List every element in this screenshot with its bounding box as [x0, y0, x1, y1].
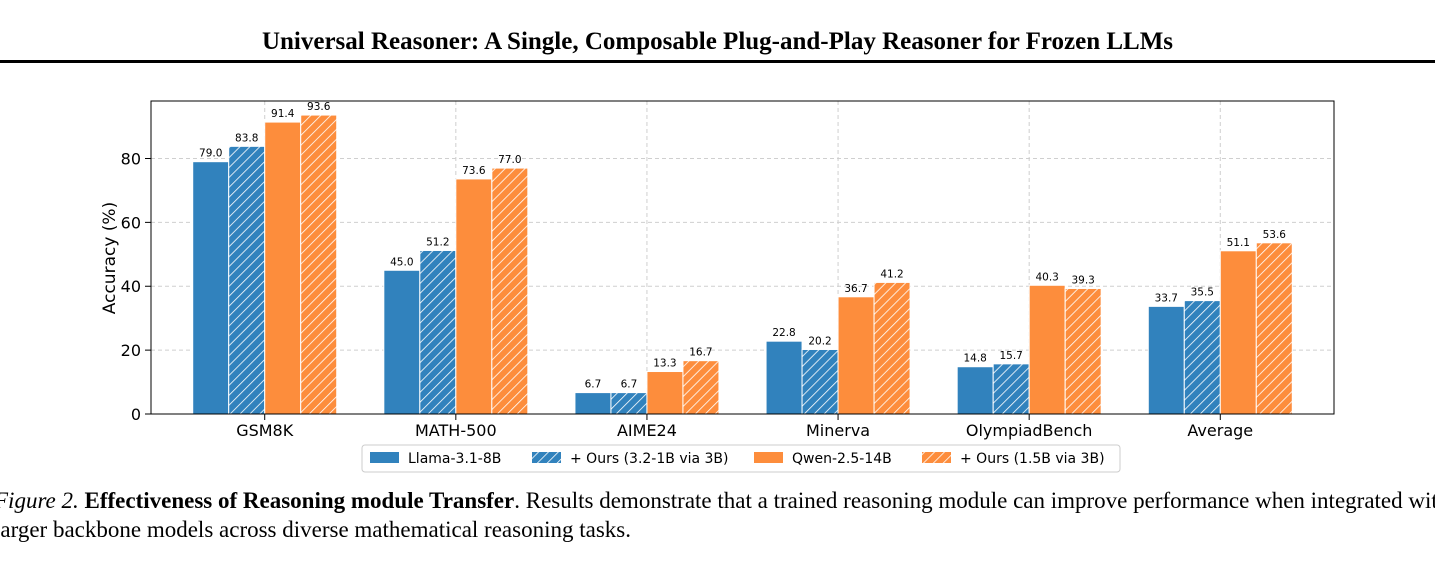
bar-aime24-series-0: [574, 392, 612, 415]
bar-gsm8k-series-3: [300, 114, 338, 415]
bar-average-series-3: [1255, 242, 1293, 415]
bar-value-label: 51.1: [1227, 237, 1250, 249]
bar-value-label: 15.7: [999, 350, 1022, 362]
bar-value-label: 45.0: [390, 256, 413, 268]
bar-value-label: 6.7: [621, 379, 638, 391]
legend-label-llama: Llama-3.1-8B: [408, 451, 501, 467]
bar-math-500-series-0: [383, 269, 421, 415]
bar-gsm8k-series-2: [264, 121, 302, 415]
bar-value-label: 40.3: [1035, 271, 1058, 283]
bar-value-label: 36.7: [844, 283, 867, 295]
bar-value-label: 35.5: [1191, 287, 1214, 299]
bar-value-label: 22.8: [772, 327, 795, 339]
x-tick-label: Minerva: [806, 421, 870, 440]
bar-value-label: 39.3: [1071, 274, 1094, 286]
legend-swatch-qwen: [754, 452, 783, 463]
y-tick-label: 0: [131, 405, 141, 424]
bar-minerva-series-1: [801, 348, 839, 415]
bar-value-label: 41.2: [880, 268, 903, 280]
bars: 79.0 83.8 91.4 93.6 45.0 51.2 73.6 77.0 6.7 6.7 13…: [192, 101, 1293, 415]
bar-value-label: 6.7: [585, 379, 602, 391]
bar-value-label: 93.6: [307, 101, 331, 113]
bar-aime24-series-3: [682, 360, 720, 415]
bar-math-500-series-2: [455, 178, 493, 415]
bar-value-label: 53.6: [1263, 229, 1287, 241]
bar-chart: 79.0 83.8 91.4 93.6 45.0 51.2 73.6 77.0 6.7 6.7 13…: [100, 100, 1335, 473]
bar-average-series-2: [1219, 250, 1257, 415]
bar-math-500-series-1: [419, 249, 457, 415]
caption-bold-title: Effectiveness of Reasoning module Transf…: [84, 488, 515, 513]
bar-value-label: 83.8: [235, 132, 258, 144]
bar-value-label: 51.2: [426, 236, 449, 248]
legend-label-ours-qwen: + Ours (1.5B via 3B): [960, 451, 1105, 467]
y-tick-label: 80: [121, 149, 141, 168]
legend-swatch-llama: [370, 452, 399, 463]
bar-value-label: 79.0: [199, 148, 222, 160]
y-tick-label: 20: [121, 341, 141, 360]
caption-figure-label: Figure 2.: [0, 488, 79, 513]
x-tick-label: GSM8K: [236, 421, 294, 440]
x-tick-label: MATH-500: [415, 421, 497, 440]
axes: 0 20 40 60 80 GSM8K MATH-500 AIME24 Minerva Olymp…: [121, 149, 1253, 440]
bar-olympiadbench-series-2: [1028, 284, 1066, 415]
bar-value-label: 16.7: [689, 347, 712, 359]
x-tick-label: AIME24: [617, 421, 677, 440]
bar-olympiadbench-series-3: [1064, 287, 1102, 415]
legend-swatch-ours-qwen: [922, 452, 951, 463]
bar-average-series-1: [1183, 300, 1221, 415]
legend-label-ours-llama: + Ours (3.2-1B via 3B): [570, 451, 729, 467]
caption-body: . Results demonstrate that a trained rea…: [0, 488, 1435, 542]
bar-olympiadbench-series-1: [992, 363, 1030, 415]
legend-frame: [361, 444, 1121, 473]
bar-minerva-series-0: [765, 340, 803, 415]
legend-label-qwen: Qwen-2.5-14B: [792, 451, 892, 467]
bar-value-label: 73.6: [462, 165, 486, 177]
bar-aime24-series-2: [646, 371, 684, 415]
bar-value-label: 77.0: [498, 154, 521, 166]
legend: Llama-3.1-8B + Ours (3.2-1B via 3B) Qwen…: [361, 444, 1121, 473]
plot-frame: [150, 100, 1335, 415]
header-rule: [0, 60, 1435, 63]
bar-value-label: 20.2: [808, 335, 831, 347]
x-tick-label: OlympiadBench: [966, 421, 1093, 440]
bar-value-label: 14.8: [963, 353, 986, 365]
grid-lines: [151, 101, 1334, 414]
x-tick-label: Average: [1187, 421, 1253, 440]
bar-value-label: 91.4: [271, 108, 295, 120]
bar-value-label: 33.7: [1155, 292, 1178, 304]
bar-aime24-series-1: [610, 392, 648, 415]
y-tick-label: 40: [121, 277, 141, 296]
bar-average-series-0: [1147, 305, 1185, 415]
y-tick-label: 60: [121, 213, 141, 232]
bar-minerva-series-3: [873, 281, 911, 415]
paper-header-title: Universal Reasoner: A Single, Composable…: [261, 28, 1174, 55]
bar-gsm8k-series-0: [192, 161, 230, 415]
y-axis-label: Accuracy (%): [100, 202, 120, 314]
bar-olympiadbench-series-0: [956, 366, 994, 415]
legend-swatch-ours-llama: [532, 452, 561, 463]
bar-value-label: 13.3: [653, 358, 676, 370]
bar-gsm8k-series-1: [228, 145, 266, 415]
figure-caption: Figure 2. Effectiveness of Reasoning mod…: [0, 486, 1435, 544]
bar-math-500-series-3: [491, 167, 529, 415]
bar-minerva-series-2: [837, 296, 875, 415]
